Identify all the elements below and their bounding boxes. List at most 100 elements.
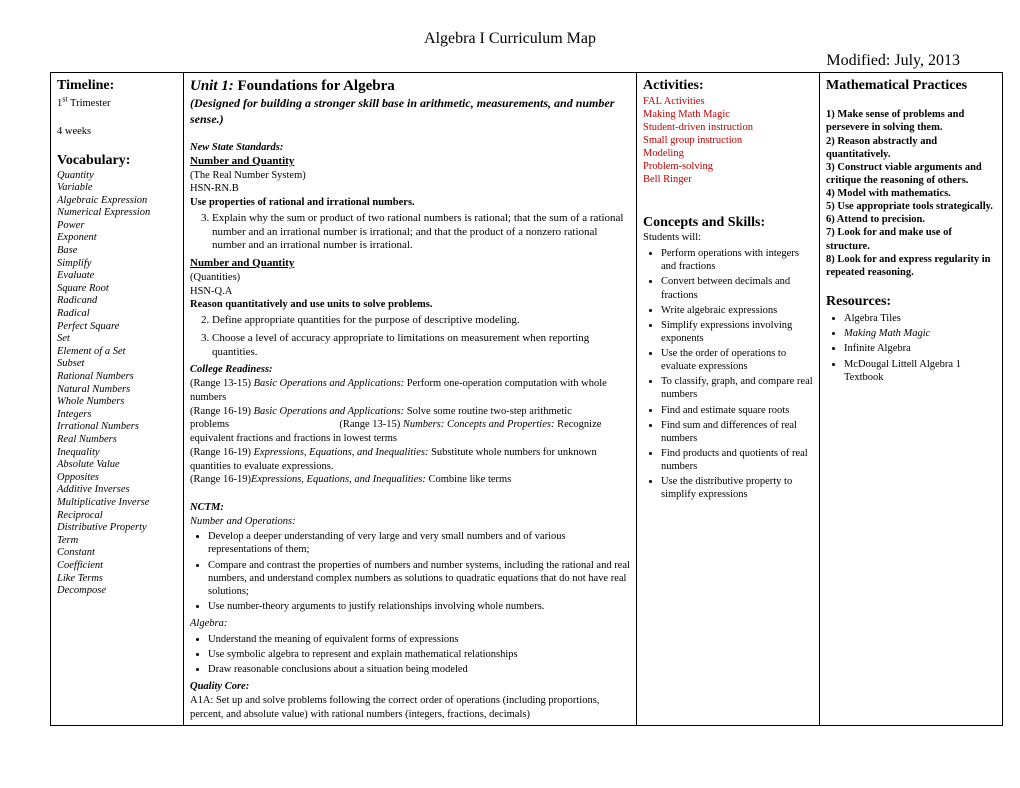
activity-item: FAL Activities [643, 95, 813, 108]
cs-sub: Students will: [643, 232, 701, 243]
vocab-term: Subset [57, 358, 177, 371]
activity-item: Modeling [643, 147, 813, 160]
nctm-sub: Number and Operations: [190, 516, 296, 527]
nq-head-2: Number and Quantity [190, 257, 294, 269]
modified-date: Modified: July, 2013 [50, 52, 970, 70]
vocab-term: Irrational Numbers [57, 421, 177, 434]
curriculum-table: Timeline: 1st Trimester 4 weeks Vocabula… [50, 72, 1003, 726]
cr-line-2: (Range 16-19) Basic Operations and Appli… [190, 406, 601, 445]
trimester-text: 1st Trimester [57, 98, 110, 109]
timeline-head: Timeline [57, 78, 110, 93]
vocab-term: Square Root [57, 283, 177, 296]
standard-item-3b: Choose a level of accuracy appropriate t… [212, 332, 630, 360]
vocab-term: Exponent [57, 232, 177, 245]
nctm-item: Develop a deeper understanding of very l… [208, 530, 630, 556]
nss-label: New State Standards: [190, 142, 283, 153]
unit-subtitle: (Designed for building a stronger skill … [190, 96, 614, 126]
weeks-text: 4 weeks [57, 126, 91, 137]
unit-prefix: Unit 1: [190, 78, 234, 94]
practice-item: 5) Use appropriate tools strategically. [826, 200, 996, 213]
cr-line-3: (Range 16-19) Expressions, Equations, an… [190, 447, 597, 472]
reason-text: Reason quantitatively and use units to s… [190, 299, 433, 310]
hsn2-text: HSN-Q.A [190, 286, 232, 297]
mp-head: Mathematical Practices [826, 78, 967, 93]
use-props: Use properties of rational and irrationa… [190, 197, 415, 208]
vocab-term: Set [57, 333, 177, 346]
skills-list: Perform operations with integers and fra… [661, 247, 813, 501]
vocab-term: Decompose [57, 585, 177, 598]
activity-item: Making Math Magic [643, 108, 813, 121]
unit-cell: Unit 1: Foundations for Algebra (Designe… [184, 73, 637, 726]
resource-item: Algebra Tiles [844, 312, 996, 325]
vocab-term: Term [57, 535, 177, 548]
vocab-term: Absolute Value [57, 459, 177, 472]
standard-item-2: Define appropriate quantities for the pu… [212, 314, 630, 328]
nq-head-1: Number and Quantity [190, 155, 294, 167]
vocab-term: Additive Inverses [57, 484, 177, 497]
practice-item: 1) Make sense of problems and persevere … [826, 108, 996, 134]
practice-item: 3) Construct viable arguments and critiq… [826, 161, 996, 187]
vocab-term: Numerical Expression [57, 207, 177, 220]
vocab-term: Rational Numbers [57, 371, 177, 384]
nctm-item: Use number-theory arguments to justify r… [208, 600, 630, 613]
activities-cell: Activities: FAL ActivitiesMaking Math Ma… [637, 73, 820, 726]
vocab-term: Opposites [57, 472, 177, 485]
vocab-term: Coefficient [57, 560, 177, 573]
act-head: Activities [643, 78, 699, 93]
qc-head: Quality Core: [190, 681, 249, 692]
vocab-term: Perfect Square [57, 321, 177, 334]
practice-item: 4) Model with mathematics. [826, 187, 996, 200]
resource-item: Infinite Algebra [844, 342, 996, 355]
skill-item: Find sum and differences of real numbers [661, 419, 813, 445]
activity-item: Problem-solving [643, 160, 813, 173]
practice-item: 8) Look for and express regularity in re… [826, 253, 996, 279]
cr-head: College Readiness: [190, 364, 273, 375]
vocab-term: Quantity [57, 170, 177, 183]
vocab-term: Integers [57, 409, 177, 422]
vocab-term: Constant [57, 547, 177, 560]
skill-item: Convert between decimals and fractions [661, 275, 813, 301]
unit-title: Foundations for Algebra [234, 78, 395, 94]
skill-item: Find products and quotients of real numb… [661, 447, 813, 473]
alg-sub: Algebra: [190, 618, 227, 629]
vocab-term: Power [57, 220, 177, 233]
skill-item: Find and estimate square roots [661, 404, 813, 417]
practices-cell: Mathematical Practices 1) Make sense of … [820, 73, 1003, 726]
skill-item: Write algebraic expressions [661, 304, 813, 317]
skill-item: Use the distributive property to simplif… [661, 475, 813, 501]
skill-item: Perform operations with integers and fra… [661, 247, 813, 273]
vocab-term: Multiplicative Inverse [57, 497, 177, 510]
practice-item: 2) Reason abstractly and quantitatively. [826, 135, 996, 161]
skill-item: To classify, graph, and compare real num… [661, 375, 813, 401]
page-title: Algebra I Curriculum Map [50, 30, 970, 48]
vocab-term: Distributive Property [57, 522, 177, 535]
vocab-term: Element of a Set [57, 346, 177, 359]
vocab-term: Natural Numbers [57, 384, 177, 397]
vocab-term: Evaluate [57, 270, 177, 283]
standard-item-3: Explain why the sum or product of two ra… [212, 212, 630, 253]
resource-item: Making Math Magic [844, 327, 996, 340]
timeline-cell: Timeline: 1st Trimester 4 weeks Vocabula… [51, 73, 184, 726]
nctm-head: NCTM: [190, 502, 224, 513]
alg-item: Draw reasonable conclusions about a situ… [208, 663, 630, 676]
vocab-term: Reciprocal [57, 510, 177, 523]
activity-item: Small group instruction [643, 134, 813, 147]
hsn1-text: HSN-RN.B [190, 183, 239, 194]
practice-item: 6) Attend to precision. [826, 213, 996, 226]
skill-item: Simplify expressions involving exponents [661, 319, 813, 345]
alg-item: Use symbolic algebra to represent and ex… [208, 648, 630, 661]
vocab-term: Variable [57, 182, 177, 195]
vocab-term: Radicand [57, 295, 177, 308]
cr-line-1: (Range 13-15) Basic Operations and Appli… [190, 378, 607, 403]
activities-list: FAL ActivitiesMaking Math MagicStudent-d… [643, 95, 813, 187]
mp-list: 1) Make sense of problems and persevere … [826, 108, 996, 279]
nctm-item: Compare and contrast the properties of n… [208, 559, 630, 598]
cs-head: Concepts and Skills: [643, 215, 765, 230]
rns-text: (The Real Number System) [190, 170, 306, 181]
vocab-term: Like Terms [57, 573, 177, 586]
alg-item: Understand the meaning of equivalent for… [208, 633, 630, 646]
activity-item: Bell Ringer [643, 173, 813, 186]
practice-item: 7) Look for and make use of structure. [826, 226, 996, 252]
activity-item: Student-driven instruction [643, 121, 813, 134]
vocab-list: QuantityVariableAlgebraic ExpressionNume… [57, 170, 177, 598]
